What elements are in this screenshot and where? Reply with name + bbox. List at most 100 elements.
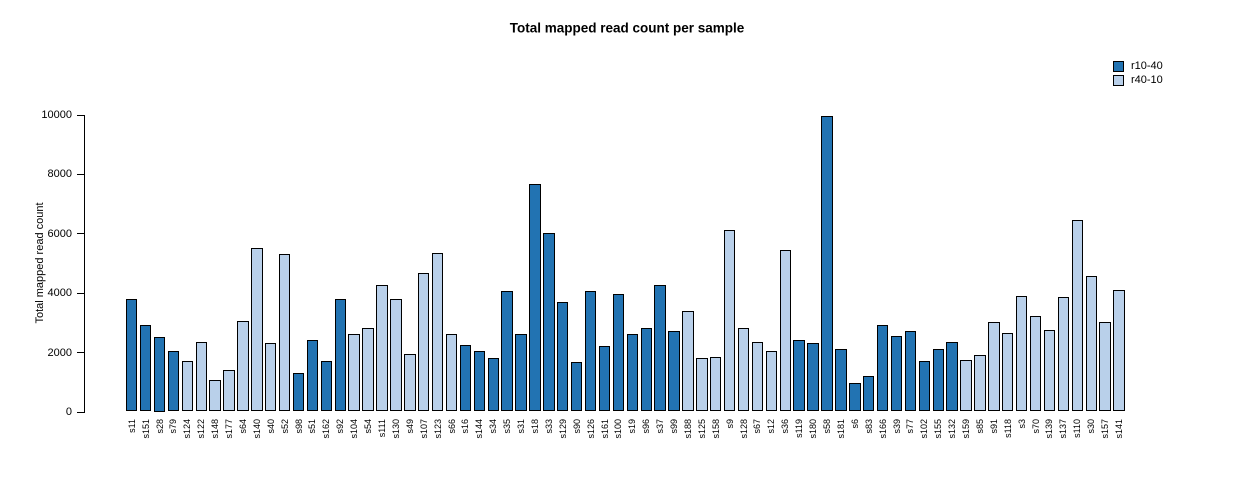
bar-s137 [1057,297,1070,412]
bar-s124 [181,361,193,412]
bar-s51 [306,340,319,412]
x-tick-label: s70 [1030,419,1041,434]
x-tick-label: s40 [265,419,276,434]
x-tick-label: s129 [557,419,568,439]
x-tick-label: s11 [126,419,137,433]
x-tick-label: s128 [738,419,749,439]
bar-s100 [612,294,625,412]
bar-s102 [918,361,931,412]
x-tick-label: s159 [961,419,972,439]
bar-s155 [932,349,944,412]
x-tick-label: s54 [363,419,374,434]
bar-s104 [348,334,360,412]
x-tick-label: s148 [210,419,221,439]
x-tick-label: s151 [140,419,151,439]
bar-s37 [654,285,666,412]
x-tick-label: s31 [516,419,527,434]
x-tick-label: s141 [1114,419,1125,439]
legend-row: r10-40 [1113,59,1163,73]
x-tick-label: s180 [808,419,819,439]
y-tick-label: 10000 [41,109,72,121]
bar-s30 [1085,276,1097,412]
x-tick-label: s90 [571,419,582,434]
y-tick [77,352,84,354]
x-tick-label: s130 [390,419,401,439]
bar-s70 [1029,316,1042,412]
bar-s157 [1099,322,1111,412]
x-tick-label: s12 [766,419,777,434]
bar-s140 [251,248,263,412]
x-tick-label: s64 [237,419,248,434]
bar-s141 [1113,289,1125,412]
x-tick-label: s161 [599,419,610,439]
bar-s85 [974,355,986,412]
x-tick-label: s98 [293,419,304,434]
x-tick-label: s66 [446,419,457,434]
x-tick-label: s177 [224,419,235,439]
x-tick-label: s37 [655,419,666,434]
x-tick-label: s16 [460,419,471,434]
x-tick-label: s9 [724,419,735,429]
x-tick-label: s67 [752,419,763,434]
bar-s6 [849,383,861,412]
x-tick-label: s123 [432,419,443,439]
bar-s49 [404,353,416,412]
x-tick-label: s162 [321,419,332,439]
bar-s161 [598,346,611,412]
y-tick-label: 6000 [47,227,72,240]
bar-s132 [946,341,958,412]
bar-s99 [668,331,680,412]
bar-s166 [876,325,889,412]
x-tick-label: s166 [877,419,888,439]
x-tick-label: s28 [154,419,165,434]
bar-s39 [890,335,903,412]
bar-s130 [390,298,402,412]
y-tick-label: 8000 [47,168,72,181]
legend: r10-40 r40-10 [1113,59,1163,87]
bar-s90 [570,362,583,412]
x-tick-label: s157 [1100,419,1111,439]
bar-s34 [487,358,499,412]
bar-s188 [682,310,694,412]
y-tick [77,173,84,175]
bar-s177 [223,369,235,412]
bar-s35 [501,291,513,412]
bar-s125 [696,358,708,412]
bar-s52 [278,254,291,412]
x-tick-label: s51 [307,419,318,434]
bar-s128 [737,328,750,412]
bar-s110 [1071,219,1083,412]
y-tick-label: 2000 [47,346,72,359]
y-axis-title: Total mapped read count [34,202,46,324]
bar-s162 [320,361,333,412]
legend-swatch-icon [1113,74,1124,86]
bar-s19 [626,334,638,412]
bar-s139 [1043,329,1056,412]
x-tick-label: s3 [1016,419,1027,429]
bar-s158 [710,356,722,412]
x-tick-label: s104 [349,419,360,439]
bar-s98 [292,372,305,412]
bar-s118 [1002,332,1014,412]
y-tick [77,114,84,116]
bar-s18 [529,184,541,412]
bar-s111 [376,285,388,412]
x-tick-label: s122 [196,419,207,439]
bar-s12 [765,350,778,412]
x-tick-label: s99 [669,419,680,434]
bar-s119 [793,340,805,412]
bar-s16 [459,344,472,412]
legend-swatch-icon [1113,60,1124,72]
y-axis-line [84,114,85,413]
legend-label: r40-10 [1131,73,1163,86]
x-tick-label: s125 [696,419,707,439]
bar-s58 [821,115,833,412]
y-tick [77,292,84,294]
x-tick-label: s36 [780,419,791,434]
x-tick-label: s85 [974,419,985,434]
bar-s9 [723,230,736,412]
x-tick-label: s30 [1086,419,1097,434]
x-tick-label: s35 [502,419,513,434]
bar-s91 [988,322,1000,412]
